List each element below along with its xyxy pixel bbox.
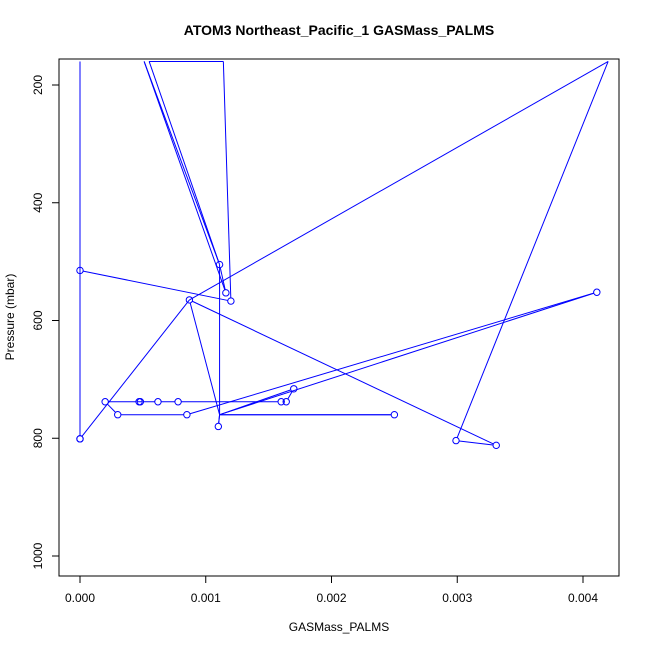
series-line-segment (148, 61, 220, 262)
y-tick-label: 800 (31, 428, 45, 448)
series-line-segment (107, 403, 116, 413)
series-line-segment (189, 61, 609, 301)
series-line-segment (218, 414, 221, 424)
data-point (222, 289, 230, 297)
x-tick-label: 0.001 (191, 591, 221, 605)
series-line-segment (456, 61, 609, 438)
data-point (593, 288, 601, 296)
series-line-segment (81, 299, 190, 437)
series-line-segment (287, 391, 293, 400)
y-axis: 200 400 600 800 1000 (31, 75, 60, 569)
series-line-segment (143, 61, 226, 290)
y-tick-label: 200 (31, 75, 45, 95)
x-tick-label: 0.000 (65, 591, 95, 605)
y-axis-label: Pressure (mbar) (3, 274, 17, 361)
data-point (452, 436, 460, 445)
data-point (76, 435, 84, 443)
data-point (183, 411, 191, 419)
data-point (185, 296, 194, 304)
data-point (214, 422, 223, 431)
series-line-segment (219, 267, 226, 290)
series-line-segment (219, 292, 594, 416)
series-line-segment (222, 61, 232, 298)
data-point (390, 411, 399, 419)
x-axis-label: GASMass_PALMS (289, 620, 389, 634)
data-point (136, 398, 145, 406)
series-line-segment (219, 389, 291, 416)
y-tick-label: 600 (31, 310, 45, 330)
data-point (101, 398, 109, 406)
data-point (76, 266, 84, 275)
y-tick-label: 1000 (31, 542, 45, 569)
plot-area (76, 60, 609, 450)
series-line-segment (189, 292, 594, 415)
data-point (277, 398, 285, 406)
x-axis: 0.000 0.001 0.002 0.003 0.004 (65, 575, 598, 605)
series-line-segment (192, 300, 494, 445)
series-line-segment (83, 270, 228, 301)
data-point (174, 398, 182, 406)
x-tick-label: 0.004 (568, 591, 598, 605)
data-point (215, 260, 224, 269)
data-point (114, 411, 122, 419)
chart-title: ATOM3 Northeast_Pacific_1 GASMass_PALMS (184, 22, 494, 38)
series-line-segment (189, 302, 221, 415)
series-line-segment (459, 440, 494, 446)
x-tick-label: 0.003 (442, 591, 472, 605)
data-point (282, 398, 290, 406)
data-point (154, 398, 162, 406)
data-point (492, 441, 500, 450)
data-point (290, 385, 298, 393)
data-point (227, 297, 235, 305)
x-tick-label: 0.002 (316, 591, 346, 605)
series-line-segment (143, 61, 221, 265)
y-tick-label: 400 (31, 192, 45, 212)
